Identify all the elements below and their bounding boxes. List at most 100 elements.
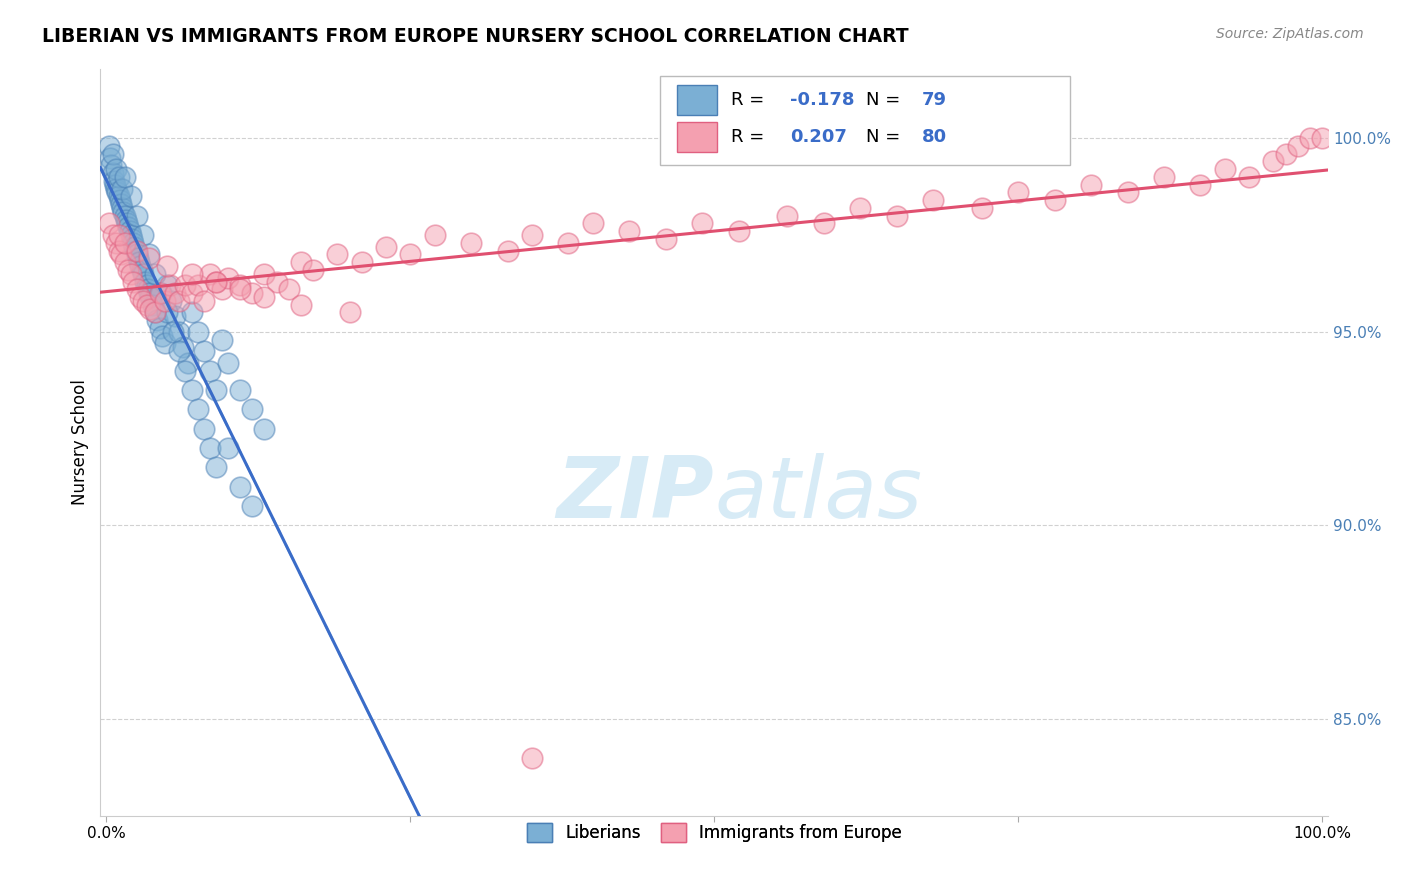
Text: 79: 79: [922, 91, 946, 109]
Point: [105, 235, 128, 250]
Point: [253, 267, 276, 281]
Legend: Liberians, Immigrants from Europe: Liberians, Immigrants from Europe: [520, 817, 908, 848]
Point: [128, 255, 150, 269]
FancyBboxPatch shape: [678, 122, 717, 153]
Point: [125, 244, 148, 258]
Point: [1237, 169, 1260, 184]
Point: [1116, 186, 1139, 200]
Point: [1189, 178, 1212, 192]
Point: [97, 216, 120, 230]
Point: [582, 216, 605, 230]
Point: [776, 209, 799, 223]
Point: [162, 325, 184, 339]
Point: [326, 247, 349, 261]
Point: [107, 189, 129, 203]
Point: [108, 193, 131, 207]
Point: [118, 224, 141, 238]
Point: [105, 162, 128, 177]
Point: [211, 282, 233, 296]
Point: [177, 356, 200, 370]
Point: [160, 293, 183, 308]
Point: [205, 275, 228, 289]
Y-axis label: Nursery School: Nursery School: [72, 379, 89, 505]
Point: [198, 441, 221, 455]
Point: [104, 178, 127, 192]
Point: [169, 325, 191, 339]
Point: [727, 224, 749, 238]
Point: [101, 146, 124, 161]
Point: [129, 290, 152, 304]
Point: [375, 240, 398, 254]
Point: [110, 197, 132, 211]
FancyBboxPatch shape: [678, 85, 717, 115]
Point: [205, 383, 228, 397]
Text: R =: R =: [731, 128, 770, 146]
Point: [136, 282, 159, 296]
Point: [107, 227, 129, 242]
Text: LIBERIAN VS IMMIGRANTS FROM EUROPE NURSERY SCHOOL CORRELATION CHART: LIBERIAN VS IMMIGRANTS FROM EUROPE NURSE…: [42, 27, 908, 45]
Point: [105, 186, 128, 200]
Point: [1299, 131, 1322, 145]
Point: [114, 209, 136, 223]
Point: [240, 499, 263, 513]
Point: [143, 305, 166, 319]
Point: [922, 193, 945, 207]
Text: atlas: atlas: [714, 453, 922, 536]
Point: [138, 286, 160, 301]
Point: [654, 232, 676, 246]
Point: [135, 278, 157, 293]
Point: [111, 201, 134, 215]
Point: [150, 328, 173, 343]
Point: [174, 278, 197, 293]
Point: [131, 263, 153, 277]
Point: [1213, 162, 1236, 177]
Point: [143, 305, 166, 319]
Point: [180, 383, 202, 397]
Point: [1310, 131, 1333, 145]
Point: [205, 275, 228, 289]
Point: [125, 247, 148, 261]
Point: [138, 252, 160, 266]
Point: [134, 275, 156, 289]
Point: [520, 751, 543, 765]
Point: [163, 286, 186, 301]
Point: [229, 480, 252, 494]
Point: [124, 240, 146, 254]
Point: [153, 293, 176, 308]
Point: [98, 151, 121, 165]
Point: [849, 201, 872, 215]
Point: [813, 216, 835, 230]
Point: [117, 263, 139, 277]
Point: [198, 363, 221, 377]
Point: [114, 235, 136, 250]
Point: [114, 255, 136, 269]
Point: [142, 298, 165, 312]
Point: [217, 356, 239, 370]
Point: [127, 252, 149, 266]
Point: [180, 267, 202, 281]
Point: [970, 201, 993, 215]
Point: [187, 325, 209, 339]
Point: [198, 267, 221, 281]
Point: [290, 255, 312, 269]
Point: [1153, 169, 1175, 184]
Point: [115, 212, 138, 227]
Point: [1007, 186, 1029, 200]
Point: [101, 227, 124, 242]
Text: -0.178: -0.178: [790, 91, 855, 109]
Point: [520, 227, 543, 242]
Text: 0.207: 0.207: [790, 128, 848, 146]
Point: [111, 181, 134, 195]
Point: [163, 310, 186, 324]
Point: [110, 247, 132, 261]
Text: N =: N =: [866, 128, 907, 146]
Point: [193, 422, 215, 436]
Point: [229, 278, 252, 293]
Point: [156, 305, 179, 319]
Point: [217, 270, 239, 285]
Point: [124, 244, 146, 258]
Point: [277, 282, 299, 296]
Point: [350, 255, 373, 269]
Point: [120, 267, 142, 281]
Point: [240, 402, 263, 417]
